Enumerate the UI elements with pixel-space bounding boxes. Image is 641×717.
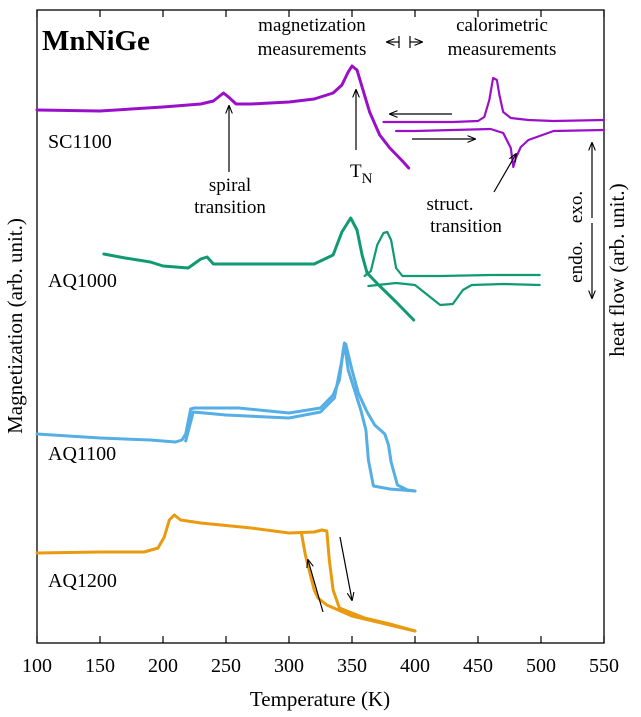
x-tick-label: 200 — [148, 655, 178, 677]
spiral-transition-annotation: spiral transition — [194, 106, 266, 218]
magnetization-measurements-label-1: magnetization — [258, 15, 366, 36]
tn-annotation: TN — [350, 90, 373, 187]
sc1100-calorimetric-heating-line — [395, 127, 606, 169]
magnetization-measurements-label-2: measurements — [258, 39, 367, 60]
aq1000-calorimetric-cooling-line — [363, 230, 541, 278]
x-tick-label: 450 — [463, 655, 493, 677]
calorimetric-measurements-label-2: measurements — [448, 39, 557, 60]
struct-label-1: struct. — [427, 194, 474, 215]
sc1100-calorimetric-cooling-line — [382, 76, 606, 124]
tn-label-sub: N — [362, 171, 373, 187]
x-tick-label: 350 — [337, 655, 367, 677]
y-axis-title-right: heat flow (arb. unit.) — [605, 183, 629, 356]
measurement-divider-arrows — [387, 36, 422, 48]
aq1200-cooling-arrow — [339, 536, 352, 600]
x-tick-label: 550 — [589, 655, 619, 677]
x-axis-ticks: 100 150 200 250 300 350 400 450 500 550 — [22, 10, 619, 677]
endo-label: endo. — [566, 241, 587, 283]
aq1200-warming-arrow — [308, 560, 324, 613]
aq1000-magnetization-line — [102, 216, 416, 322]
tn-label: TN — [350, 161, 373, 187]
sample-label-aq1200: AQ1200 — [48, 570, 117, 592]
x-tick-label: 400 — [400, 655, 430, 677]
x-tick-label: 250 — [211, 655, 241, 677]
sc1100-magnetization-line — [35, 64, 411, 170]
plot-frame — [36, 9, 605, 644]
sample-label-aq1000: AQ1000 — [48, 270, 117, 292]
x-axis-title: Temperature (K) — [250, 687, 390, 711]
sample-label-aq1100: AQ1100 — [48, 443, 116, 465]
aq1000-calorimetric-heating-line — [367, 281, 541, 307]
x-tick-label: 500 — [526, 655, 556, 677]
aq1100-magnetization-b-line — [184, 341, 417, 493]
x-tick-label: 100 — [22, 655, 52, 677]
x-tick-label: 150 — [85, 655, 115, 677]
exo-endo-indicator: exo. endo. — [566, 143, 592, 298]
curves-layer — [35, 64, 606, 633]
spiral-label-1: spiral — [209, 175, 251, 196]
struct-label-2: transition — [430, 216, 502, 237]
chart-title: MnNiGe — [42, 25, 150, 57]
struct-transition-annotation: struct. transition — [427, 154, 516, 237]
aq1100-magnetization-a-line — [35, 342, 417, 493]
aq1200-magnetization-b-line — [300, 532, 417, 633]
y-axis-title-left: Magnetization (arb. unit.) — [3, 218, 27, 434]
calorimetric-measurements-label-1: calorimetric — [456, 15, 548, 36]
spiral-label-2: transition — [194, 197, 266, 218]
exo-label: exo. — [566, 191, 587, 223]
sample-label-sc1100: SC1100 — [48, 131, 112, 153]
aq1200-magnetization-a-line — [35, 513, 417, 633]
x-tick-label: 300 — [274, 655, 304, 677]
tn-label-main: T — [350, 161, 362, 182]
